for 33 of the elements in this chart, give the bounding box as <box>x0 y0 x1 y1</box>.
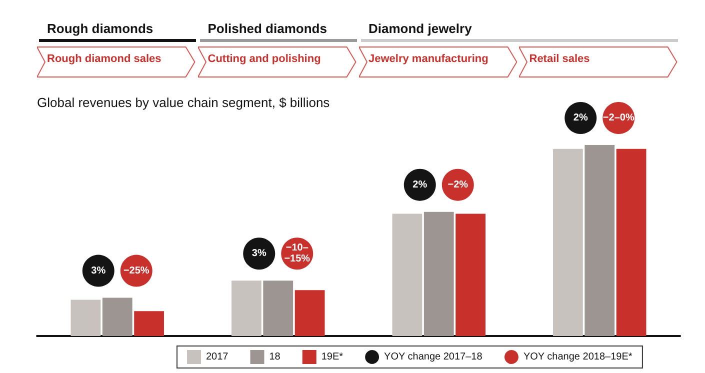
text: −2–0% <box>602 112 634 124</box>
legend-label: 18 <box>269 352 281 362</box>
bar <box>392 214 422 336</box>
x-tick-label: Rough diamond sales <box>47 53 162 65</box>
text: Rough diamonds <box>39 18 196 42</box>
text: Diamond jewelry <box>360 18 678 42</box>
bar <box>134 311 164 336</box>
annotation: −2% <box>448 179 468 190</box>
legend-label: 2017 <box>206 352 229 362</box>
annotation: 3% <box>252 248 266 260</box>
bar <box>424 212 454 336</box>
x-tick-label: Retail sales <box>529 53 590 65</box>
x-tick-label: Jewelry manufacturing <box>368 53 488 65</box>
annotation: 2% <box>412 179 428 190</box>
bar <box>232 280 262 336</box>
bar <box>70 300 101 336</box>
annotation: 3% <box>91 265 106 276</box>
legend-label: YOY change 2017–18 <box>384 352 483 362</box>
annotation: −25% <box>123 265 150 276</box>
bar <box>616 148 646 336</box>
bar <box>553 148 583 336</box>
bar <box>456 214 486 336</box>
bar <box>294 290 325 336</box>
annotation: −10– −15% <box>284 242 310 265</box>
bar <box>263 280 294 336</box>
text: 2% <box>573 112 588 124</box>
chart-title: Global revenues by value chain segment, $ billions <box>37 95 330 110</box>
legend-label: 19E* <box>321 352 344 362</box>
bar <box>102 298 132 336</box>
text: Polished diamonds <box>200 18 356 42</box>
bar <box>584 145 615 336</box>
legend-label: YOY change 2018–19E* <box>523 352 632 362</box>
x-tick-label: Cutting and polishing <box>208 53 321 65</box>
